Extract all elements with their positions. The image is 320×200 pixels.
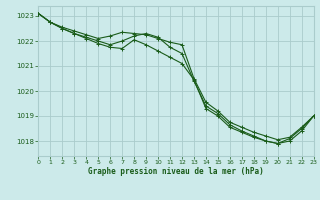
X-axis label: Graphe pression niveau de la mer (hPa): Graphe pression niveau de la mer (hPa) xyxy=(88,167,264,176)
